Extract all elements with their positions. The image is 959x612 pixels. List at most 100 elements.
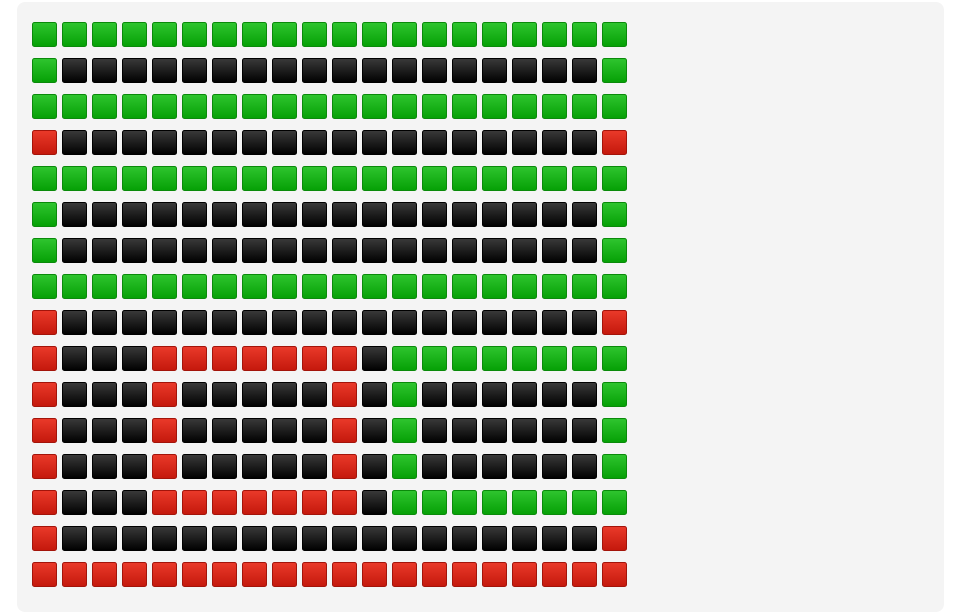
square <box>302 274 327 299</box>
square <box>332 22 357 47</box>
square <box>152 238 177 263</box>
square <box>152 490 177 515</box>
square <box>602 94 627 119</box>
square <box>62 346 87 371</box>
square <box>212 346 237 371</box>
square <box>62 22 87 47</box>
square <box>62 490 87 515</box>
square <box>92 418 117 443</box>
square <box>482 166 507 191</box>
square <box>422 346 447 371</box>
square <box>92 238 117 263</box>
square <box>152 418 177 443</box>
square <box>572 454 597 479</box>
square <box>512 58 537 83</box>
square <box>122 454 147 479</box>
square <box>272 454 297 479</box>
square <box>572 22 597 47</box>
square <box>482 238 507 263</box>
square <box>272 94 297 119</box>
square <box>452 274 477 299</box>
square <box>62 166 87 191</box>
square <box>242 490 267 515</box>
square <box>362 346 387 371</box>
square <box>302 202 327 227</box>
square <box>32 202 57 227</box>
square <box>32 526 57 551</box>
square <box>272 202 297 227</box>
square <box>92 562 117 587</box>
square <box>482 346 507 371</box>
square <box>422 22 447 47</box>
square <box>572 346 597 371</box>
square <box>272 238 297 263</box>
square <box>512 202 537 227</box>
square <box>332 130 357 155</box>
square <box>182 454 207 479</box>
square <box>482 130 507 155</box>
square <box>242 346 267 371</box>
square <box>392 562 417 587</box>
square <box>182 382 207 407</box>
square <box>32 382 57 407</box>
square <box>362 94 387 119</box>
square <box>272 562 297 587</box>
square <box>182 310 207 335</box>
square <box>332 166 357 191</box>
square <box>362 382 387 407</box>
square <box>212 202 237 227</box>
square <box>392 454 417 479</box>
square <box>122 490 147 515</box>
square <box>512 130 537 155</box>
square <box>182 562 207 587</box>
square <box>512 418 537 443</box>
square <box>482 418 507 443</box>
square <box>542 346 567 371</box>
square <box>242 418 267 443</box>
square <box>422 130 447 155</box>
square <box>272 346 297 371</box>
square <box>302 130 327 155</box>
square <box>542 94 567 119</box>
square <box>392 130 417 155</box>
square <box>572 130 597 155</box>
square <box>332 382 357 407</box>
square <box>32 562 57 587</box>
square <box>212 166 237 191</box>
square <box>302 526 327 551</box>
square <box>62 274 87 299</box>
square <box>572 274 597 299</box>
square <box>122 382 147 407</box>
square <box>452 490 477 515</box>
square <box>332 346 357 371</box>
square <box>212 238 237 263</box>
square <box>122 58 147 83</box>
square <box>602 418 627 443</box>
square <box>512 454 537 479</box>
square <box>602 382 627 407</box>
square <box>392 418 417 443</box>
square <box>422 454 447 479</box>
square <box>182 130 207 155</box>
square <box>272 22 297 47</box>
square <box>182 418 207 443</box>
square <box>422 238 447 263</box>
square <box>62 418 87 443</box>
square <box>182 526 207 551</box>
square <box>572 202 597 227</box>
square <box>122 202 147 227</box>
square <box>482 310 507 335</box>
square <box>572 490 597 515</box>
square <box>602 454 627 479</box>
square <box>212 94 237 119</box>
square <box>542 22 567 47</box>
square <box>62 310 87 335</box>
square <box>62 526 87 551</box>
square <box>542 382 567 407</box>
square <box>152 202 177 227</box>
square <box>242 310 267 335</box>
square <box>362 202 387 227</box>
square <box>602 22 627 47</box>
square <box>422 382 447 407</box>
